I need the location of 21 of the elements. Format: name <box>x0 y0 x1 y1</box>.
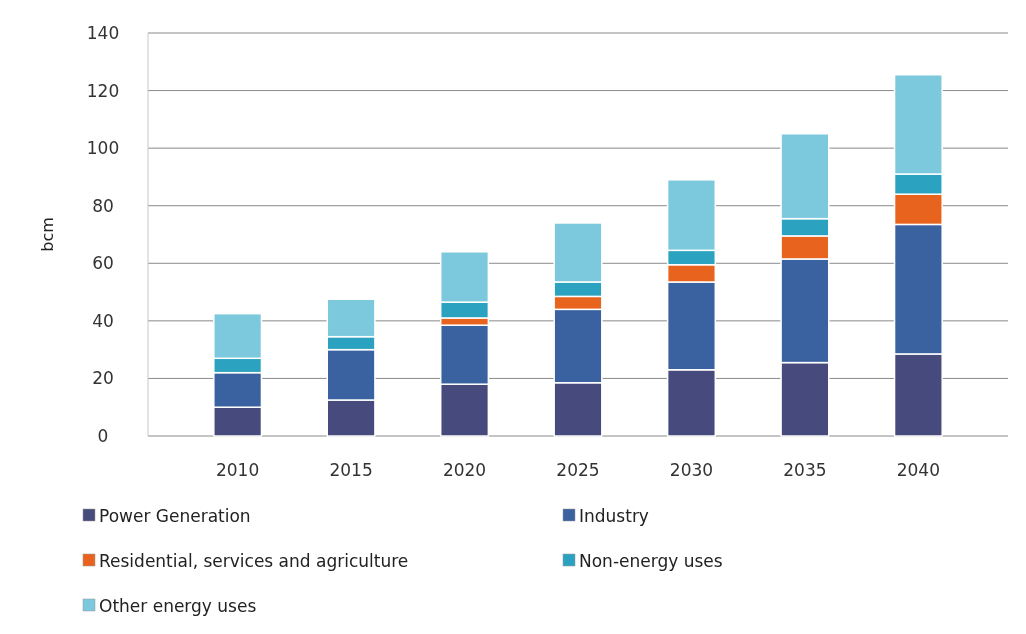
x-tick-label: 2035 <box>783 460 827 480</box>
y-tick-label: 140 <box>86 22 120 43</box>
x-tick-label: 2040 <box>896 460 940 480</box>
y-tick-label: 40 <box>92 310 114 331</box>
y-axis-title: bcm <box>38 217 57 252</box>
y-tick-label: 0 <box>97 425 109 446</box>
x-tick-label: 2030 <box>669 460 714 480</box>
x-tick-label: 2025 <box>556 460 600 480</box>
x-tick-label: 2010 <box>216 460 260 480</box>
y-tick-label: 20 <box>92 368 114 389</box>
legend-label: Non-energy uses <box>579 550 723 571</box>
legend-label: Residential, services and agriculture <box>99 550 409 571</box>
x-tick-label: 2020 <box>442 460 487 480</box>
y-tick-label: 100 <box>86 138 120 159</box>
legend-label: Other energy uses <box>99 595 257 616</box>
legend-label: Power Generation <box>99 505 251 526</box>
legend-label: Industry <box>579 505 649 526</box>
y-tick-label: 60 <box>92 253 114 274</box>
y-tick-label: 120 <box>86 80 120 101</box>
x-tick-label: 2015 <box>329 460 373 480</box>
y-tick-label: 80 <box>92 195 114 216</box>
